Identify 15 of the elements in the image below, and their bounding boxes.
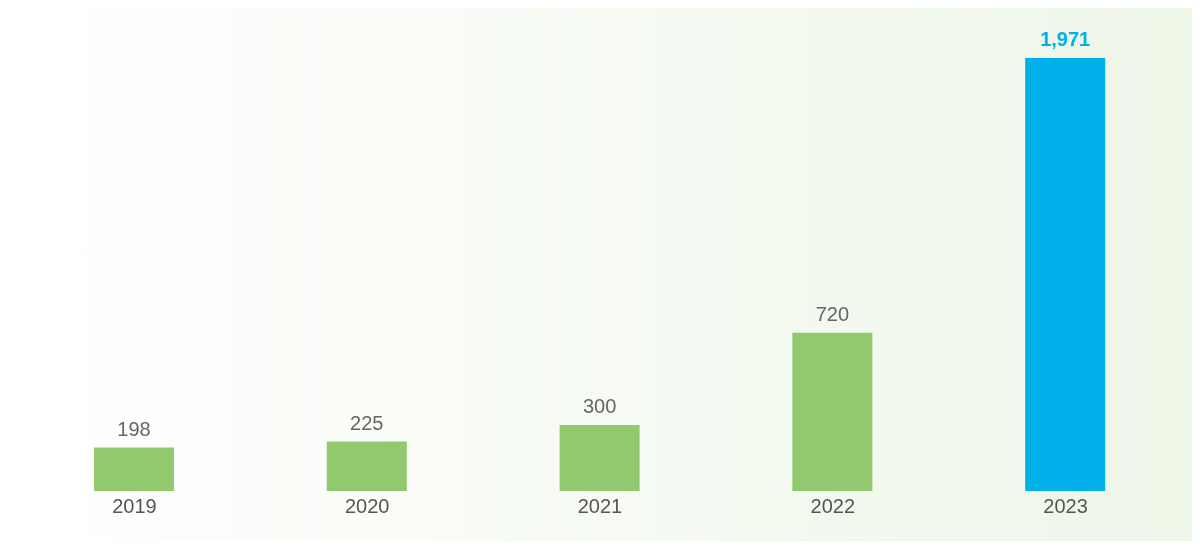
x-tick-label: 2021	[577, 495, 623, 518]
data-label: 720	[815, 302, 850, 325]
bar	[1025, 58, 1106, 491]
data-label: 1,971	[1040, 28, 1091, 50]
x-tick-label: 2023	[1043, 495, 1088, 518]
bar	[94, 447, 174, 491]
bar	[792, 332, 873, 491]
data-label: 225	[350, 411, 384, 434]
bar	[326, 441, 407, 491]
bar	[559, 425, 640, 491]
x-tick-label: 2022	[810, 495, 856, 518]
data-label: 300	[582, 395, 617, 418]
data-label: 198	[117, 417, 151, 440]
x-tick-label: 2020	[344, 495, 390, 518]
x-tick-label: 2019	[112, 495, 157, 518]
